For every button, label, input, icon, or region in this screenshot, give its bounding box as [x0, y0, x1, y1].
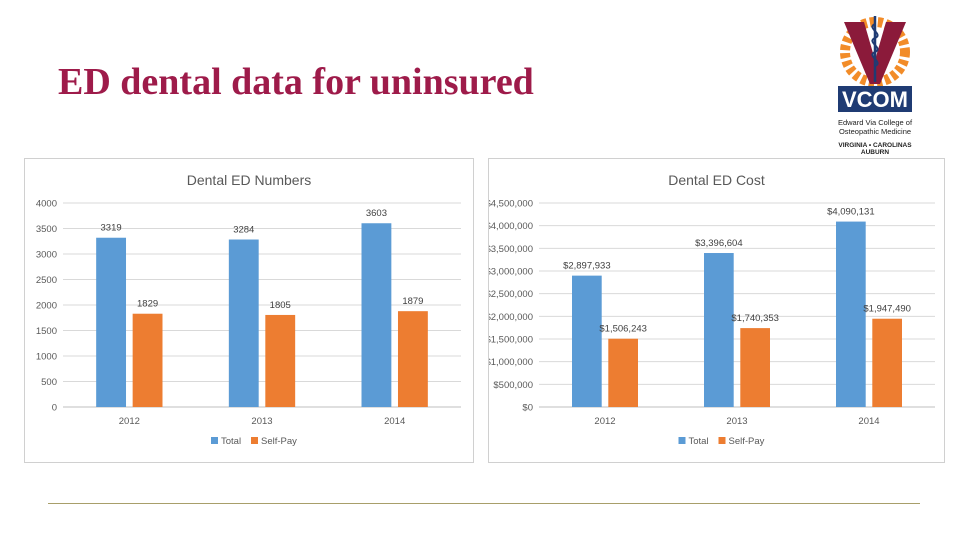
x-tick-label: 2013 [251, 416, 272, 427]
vcom-emblem: VCOM [838, 16, 912, 112]
bar-self-pay [265, 314, 296, 407]
bar-total [361, 223, 392, 407]
bar-total [228, 239, 259, 407]
vcom-logo: VCOM Edward Via College of Osteopathic M… [830, 12, 920, 156]
x-tick-label: 2014 [384, 416, 405, 427]
y-tick-label: 1000 [36, 352, 57, 363]
bar-self-pay [740, 328, 770, 407]
y-tick-label: $4,000,000 [489, 221, 533, 232]
logo-line-1: Edward Via College of [837, 118, 913, 127]
legend-label: Self-Pay [729, 436, 765, 447]
y-tick-label: 4000 [36, 199, 57, 210]
v-shape [844, 22, 906, 84]
bar-self-pay [608, 338, 638, 407]
y-tick-label: 2500 [36, 275, 57, 286]
bar-self-pay [872, 318, 902, 407]
logo-line-4: AUBURN [860, 149, 890, 156]
chart-panel-numbers: Dental ED Numbers 0 500 1000 1500 2000 2500 300… [24, 158, 474, 463]
legend-label: Total [221, 436, 241, 447]
data-label: $4,090,131 [827, 207, 875, 218]
data-label: 3603 [366, 208, 387, 219]
data-label: $2,897,933 [563, 261, 611, 272]
x-tick-label: 2012 [119, 416, 140, 427]
chart-title: Dental ED Numbers [187, 172, 312, 188]
data-label: 1879 [402, 296, 423, 307]
y-tick-label: $1,000,000 [489, 357, 533, 368]
chart-panel-cost: Dental ED Cost $0 $500,000 $1,000,000 $1,500… [488, 158, 945, 463]
bar-total [836, 221, 866, 407]
y-tick-label: 0 [52, 403, 57, 414]
data-label: $1,740,353 [731, 313, 779, 324]
logo-subtitle: Edward Via College of Osteopathic Medici… [830, 118, 920, 136]
logo-campuses: VIRGINIA • CAROLINAS AUBURN [830, 142, 920, 156]
data-label: $1,506,243 [599, 324, 647, 335]
legend-label: Self-Pay [261, 436, 297, 447]
bar-total [96, 237, 127, 407]
data-label: $3,396,604 [695, 238, 743, 249]
bar-self-pay [397, 311, 428, 407]
y-tick-label: $0 [522, 403, 533, 414]
x-tick-label: 2012 [594, 416, 615, 427]
bar-total [704, 253, 734, 407]
y-tick-label: $2,500,000 [489, 289, 533, 300]
footer-rule [48, 503, 920, 504]
dental-ed-numbers-chart: Dental ED Numbers 0 500 1000 1500 2000 2500 300… [36, 172, 461, 447]
y-tick-label: 3000 [36, 250, 57, 261]
y-tick-label: $500,000 [493, 380, 533, 391]
y-tick-label: 1500 [36, 326, 57, 337]
y-tick-label: 500 [41, 377, 57, 388]
legend-swatch-self-pay [718, 437, 726, 444]
caduceus-snake [871, 23, 879, 67]
gear-ring [840, 17, 910, 87]
logo-line-2: Osteopathic Medicine [838, 127, 912, 136]
logo-banner [838, 86, 912, 112]
y-tick-label: 2000 [36, 301, 57, 312]
chart-title: Dental ED Cost [668, 172, 765, 188]
data-label: $1,947,490 [863, 304, 911, 315]
data-label: 1829 [137, 299, 158, 310]
y-tick-label: $3,500,000 [489, 244, 533, 255]
y-tick-label: $4,500,000 [489, 199, 533, 210]
slide-title: ED dental data for uninsured [58, 61, 534, 103]
bar-self-pay [132, 313, 163, 407]
y-tick-label: $2,000,000 [489, 312, 533, 323]
data-label: 3319 [101, 223, 122, 234]
logo-letters: VCOM [842, 87, 908, 112]
x-tick-label: 2014 [858, 416, 879, 427]
data-label: 1805 [270, 300, 291, 311]
bar-total [572, 275, 602, 407]
y-tick-label: 3500 [36, 224, 57, 235]
legend-label: Total [689, 436, 709, 447]
legend-swatch-total [678, 437, 686, 444]
logo-line-3: VIRGINIA • CAROLINAS [838, 142, 912, 149]
y-tick-label: $1,500,000 [489, 335, 533, 346]
legend-swatch-self-pay [251, 437, 258, 444]
x-tick-label: 2013 [726, 416, 747, 427]
y-tick-label: $3,000,000 [489, 267, 533, 278]
legend-swatch-total [211, 437, 218, 444]
dental-ed-cost-chart: Dental ED Cost $0 $500,000 $1,000,000 $1,500… [489, 172, 935, 447]
data-label: 3284 [233, 225, 254, 236]
